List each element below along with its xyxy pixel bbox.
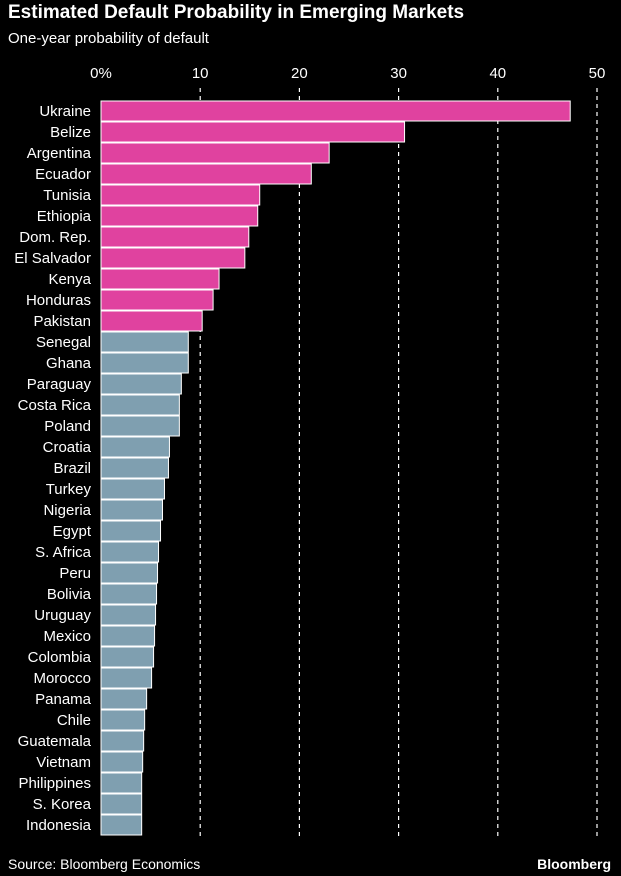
bar-indonesia — [100, 814, 143, 836]
category-label: Ethiopia — [37, 208, 92, 225]
x-tick-label: 0% — [90, 65, 112, 82]
category-label: Costa Rica — [18, 397, 92, 414]
category-label: Croatia — [43, 439, 92, 456]
category-label: Panama — [35, 691, 92, 708]
bar-brazil — [100, 457, 169, 479]
category-label: Chile — [57, 712, 91, 729]
chart-title: Estimated Default Probability in Emergin… — [8, 2, 465, 23]
category-label: El Salvador — [14, 250, 91, 267]
bar-ukraine — [100, 100, 571, 122]
category-label: Vietnam — [36, 754, 91, 771]
bar-egypt — [100, 520, 162, 542]
bar-chile — [100, 709, 146, 731]
bar-ecuador — [100, 163, 312, 185]
bar-paraguay — [100, 373, 182, 395]
x-tick-label: 10 — [192, 65, 209, 82]
category-label: Nigeria — [43, 502, 91, 519]
category-label: Philippines — [18, 775, 91, 792]
category-label: Guatemala — [18, 733, 92, 750]
category-label: S. Africa — [35, 544, 92, 561]
bar-croatia — [100, 436, 170, 458]
bar-poland — [100, 415, 180, 437]
category-label: Mexico — [43, 628, 91, 645]
bar-honduras — [100, 289, 214, 311]
bar-colombia — [100, 646, 155, 668]
bar-philippines — [100, 772, 143, 794]
category-label: Ecuador — [35, 166, 91, 183]
bar-tunisia — [100, 184, 261, 206]
bar-pakistan — [100, 310, 203, 332]
bar-turkey — [100, 478, 165, 500]
x-tick-label: 20 — [291, 65, 308, 82]
category-label: Ukraine — [39, 103, 91, 120]
bar-belize — [100, 121, 406, 143]
category-label: Dom. Rep. — [19, 229, 91, 246]
category-label: Kenya — [48, 271, 91, 288]
category-label: Poland — [44, 418, 91, 435]
category-label: Brazil — [53, 460, 91, 477]
source-note: Source: Bloomberg Economics — [8, 856, 201, 872]
bar-senegal — [100, 331, 189, 353]
bar-panama — [100, 688, 148, 710]
category-label: Ghana — [46, 355, 92, 372]
bar-el-salvador — [100, 247, 246, 269]
bar-morocco — [100, 667, 153, 689]
bar-ethiopia — [100, 205, 259, 227]
bar-guatemala — [100, 730, 145, 752]
category-label: Peru — [59, 565, 91, 582]
bar-dom-rep — [100, 226, 250, 248]
category-label: Pakistan — [33, 313, 91, 330]
bar-bolivia — [100, 583, 158, 605]
x-tick-label: 40 — [489, 65, 506, 82]
chart-subtitle: One-year probability of default — [8, 30, 209, 47]
bar-ghana — [100, 352, 189, 374]
bar-uruguay — [100, 604, 157, 626]
bar-kenya — [100, 268, 220, 290]
bar-s-korea — [100, 793, 143, 815]
bar-peru — [100, 562, 159, 584]
category-label: Paraguay — [27, 376, 92, 393]
bloomberg-logo: Bloomberg — [537, 856, 611, 872]
category-label: Senegal — [36, 334, 91, 351]
category-label: S. Korea — [33, 796, 92, 813]
category-label: Egypt — [53, 523, 92, 540]
category-label: Morocco — [33, 670, 91, 687]
bar-costa-rica — [100, 394, 180, 416]
category-label: Uruguay — [34, 607, 91, 624]
category-label: Colombia — [28, 649, 92, 666]
bar-mexico — [100, 625, 156, 647]
x-tick-label: 30 — [390, 65, 407, 82]
category-label: Tunisia — [43, 187, 91, 204]
bar-argentina — [100, 142, 330, 164]
bar-nigeria — [100, 499, 164, 521]
bar-s-africa — [100, 541, 160, 563]
category-label: Belize — [50, 124, 91, 141]
bar-vietnam — [100, 751, 144, 773]
category-label: Indonesia — [26, 817, 92, 834]
category-label: Bolivia — [47, 586, 92, 603]
category-label: Argentina — [27, 145, 92, 162]
category-label: Honduras — [26, 292, 91, 309]
category-label: Turkey — [46, 481, 92, 498]
x-tick-label: 50 — [589, 65, 606, 82]
